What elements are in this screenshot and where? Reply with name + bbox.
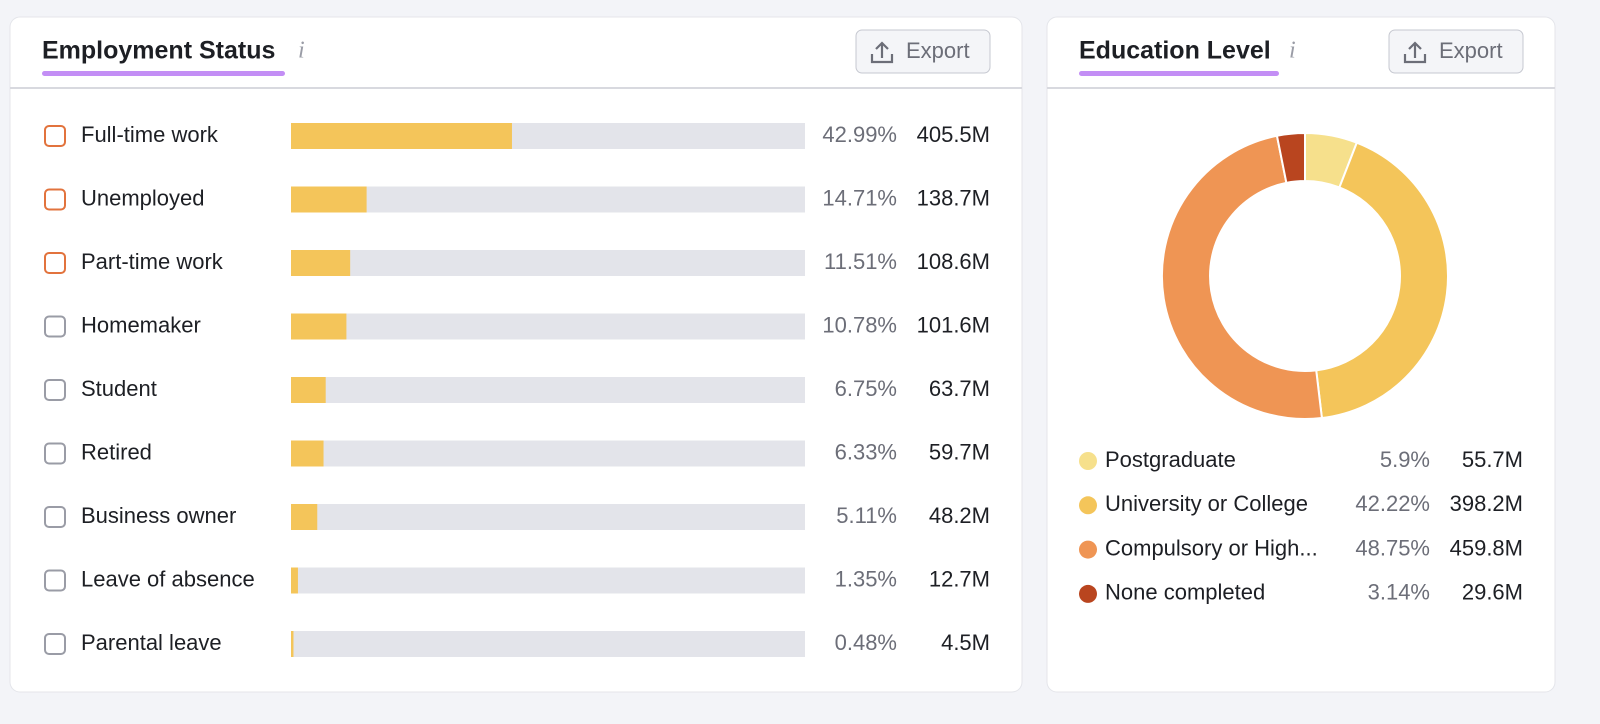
legend-dot: [1079, 452, 1097, 470]
donut-segment: [1315, 141, 1449, 420]
percent-label: 42.99%: [822, 122, 897, 147]
count-label: 101.6M: [917, 312, 990, 337]
count-label: 108.6M: [917, 249, 990, 274]
row-icon: [44, 315, 66, 338]
bar-track: [291, 377, 805, 403]
category-label: Student: [81, 376, 157, 401]
count-label: 12.7M: [929, 566, 990, 591]
count-label: 4.5M: [941, 630, 990, 655]
percent-label: 3.14%: [1368, 580, 1430, 605]
bar: [291, 186, 367, 213]
bar-track: [291, 313, 805, 340]
percent-label: 5.11%: [836, 503, 897, 528]
percent-label: 5.9%: [1380, 447, 1430, 472]
info-icon[interactable]: i: [298, 38, 305, 64]
legend-label: University or College: [1105, 491, 1308, 516]
count-label: 138.7M: [917, 185, 990, 210]
panel-title: Education Level: [1079, 37, 1271, 65]
row-icon: [44, 442, 66, 465]
category-label: Leave of absence: [81, 566, 255, 591]
legend-dot: [1079, 540, 1097, 559]
percent-label: 0.48%: [835, 630, 897, 655]
row-icon: [44, 506, 66, 528]
count-label: 63.7M: [929, 376, 990, 401]
bar-track: [291, 631, 805, 657]
export-button[interactable]: Export: [1388, 29, 1524, 74]
bar: [291, 123, 512, 149]
bar: [291, 440, 324, 467]
donut-segment: [1275, 131, 1306, 185]
count-label: 405.5M: [917, 122, 990, 147]
row-icon: [44, 379, 66, 401]
category-label: Business owner: [81, 503, 236, 528]
percent-label: 42.22%: [1355, 491, 1430, 516]
info-icon[interactable]: i: [1289, 38, 1296, 64]
category-label: Homemaker: [81, 312, 201, 337]
legend-label: Compulsory or High...: [1105, 535, 1318, 560]
bar: [291, 504, 318, 530]
percent-label: 1.35%: [835, 566, 897, 591]
panel-title: Employment Status: [42, 37, 275, 65]
export-icon: [870, 41, 894, 64]
bar-track: [291, 186, 805, 213]
legend-dot: [1079, 496, 1097, 515]
count-label: 55.7M: [1462, 447, 1523, 472]
legend-dot: [1079, 584, 1097, 603]
count-label: 459.8M: [1450, 535, 1523, 560]
category-label: Full-time work: [81, 122, 219, 147]
category-label: Part-time work: [81, 249, 224, 274]
bar: [291, 567, 298, 594]
donut-segment: [1160, 134, 1324, 420]
panel: [1046, 16, 1556, 693]
row-icon: [44, 633, 66, 655]
percent-label: 6.33%: [835, 439, 897, 464]
percent-label: 6.75%: [835, 376, 897, 401]
category-label: Parental leave: [81, 630, 222, 655]
bar-track: [291, 567, 805, 594]
percent-label: 11.51%: [824, 249, 897, 274]
export-icon: [1403, 41, 1427, 64]
count-label: 59.7M: [929, 439, 990, 464]
percent-label: 10.78%: [822, 312, 897, 337]
title-underline: [42, 71, 285, 76]
row-icon: [44, 252, 66, 274]
percent-label: 14.71%: [822, 185, 897, 210]
bar-track: [291, 440, 805, 467]
category-label: Retired: [81, 439, 152, 464]
row-icon: [44, 188, 66, 211]
row-icon: [44, 125, 66, 147]
bar: [291, 250, 351, 276]
bar-track: [291, 250, 805, 276]
row-icon: [44, 569, 66, 592]
title-underline: [1079, 71, 1279, 76]
count-label: 29.6M: [1462, 580, 1523, 605]
count-label: 48.2M: [929, 503, 990, 528]
percent-label: 48.75%: [1355, 535, 1430, 560]
category-label: Unemployed: [81, 185, 205, 210]
bar: [291, 631, 294, 657]
bar: [291, 377, 326, 403]
export-button[interactable]: Export: [855, 29, 991, 74]
count-label: 398.2M: [1450, 491, 1523, 516]
bar: [291, 313, 347, 340]
legend-label: Postgraduate: [1105, 447, 1236, 472]
legend-label: None completed: [1105, 580, 1265, 605]
button-label[interactable]: Export: [1439, 38, 1503, 63]
bar-track: [291, 504, 805, 530]
button-label[interactable]: Export: [906, 38, 970, 63]
